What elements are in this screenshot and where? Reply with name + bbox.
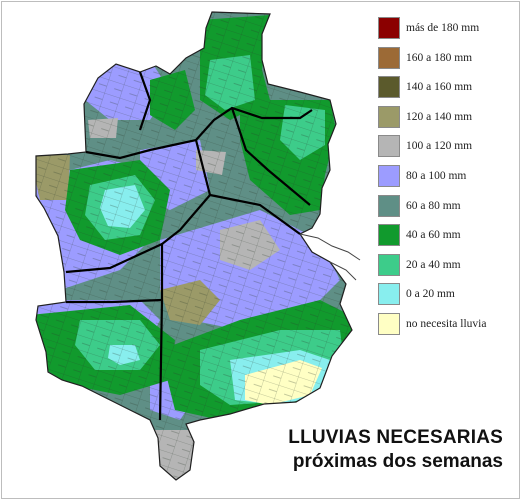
- legend-swatch: [378, 313, 400, 335]
- legend-item: no necesita lluvia: [378, 313, 518, 335]
- legend-label: 140 a 160 mm: [406, 81, 473, 94]
- legend-label: 100 a 120 mm: [406, 140, 473, 153]
- legend-label: 160 a 180 mm: [406, 51, 473, 64]
- legend-swatch: [378, 76, 400, 99]
- legend-item: 160 a 180 mm: [378, 46, 518, 69]
- legend-item: 20 a 40 mm: [378, 253, 518, 276]
- province-borders: [65, 71, 313, 421]
- legend-label: 0 a 20 mm: [406, 288, 455, 301]
- legend-item: 40 a 60 mm: [378, 224, 518, 247]
- legend-swatch: [378, 224, 400, 247]
- legend-swatch: [378, 17, 400, 39]
- rivers: [299, 233, 361, 281]
- legend-swatch: [378, 283, 400, 306]
- legend-item: 80 a 100 mm: [378, 165, 518, 187]
- legend-item: 60 a 80 mm: [378, 194, 518, 217]
- legend-label: no necesita lluvia: [406, 318, 487, 330]
- title-line-2: próximas dos semanas: [292, 451, 503, 472]
- legend-swatch: [378, 135, 400, 158]
- legend-item: 100 a 120 mm: [378, 135, 518, 158]
- legend-label: 80 a 100 mm: [406, 170, 467, 182]
- legend-item: 140 a 160 mm: [378, 76, 518, 99]
- legend-swatch: [378, 165, 400, 187]
- legend-label: más de 180 mm: [406, 22, 480, 34]
- legend-label: 120 a 140 mm: [406, 110, 473, 123]
- legend-item: 0 a 20 mm: [378, 283, 518, 306]
- legend-item: más de 180 mm: [378, 17, 518, 39]
- legend-label: 20 a 40 mm: [406, 258, 461, 271]
- legend-swatch: [378, 194, 400, 217]
- legend-swatch: [378, 46, 400, 69]
- legend-swatch: [378, 253, 400, 276]
- legend-swatch: [378, 105, 400, 128]
- title-line-1: LLUVIAS NECESARIAS: [288, 427, 503, 448]
- legend-label: 60 a 80 mm: [406, 199, 461, 212]
- map-title: LLUVIAS NECESARIAS próximas dos semanas: [288, 426, 503, 474]
- legend-item: 120 a 140 mm: [378, 105, 518, 128]
- legend-label: 40 a 60 mm: [406, 229, 461, 242]
